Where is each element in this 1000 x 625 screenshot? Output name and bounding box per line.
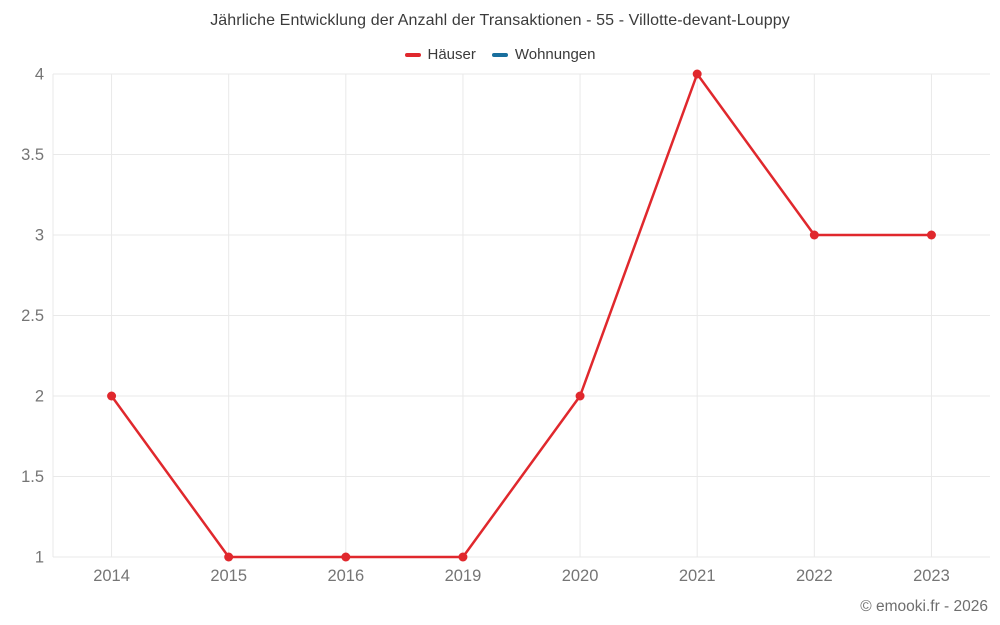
y-tick-label: 4 — [35, 66, 44, 84]
y-tick-label: 3.5 — [21, 146, 44, 164]
chart-legend: Häuser Wohnungen — [0, 46, 1000, 63]
legend-item-wohnungen[interactable]: Wohnungen — [491, 46, 596, 63]
data-point-hauser-2016[interactable] — [341, 552, 351, 562]
copyright-text: © emooki.fr - 2026 — [860, 598, 988, 615]
legend-label: Häuser — [427, 46, 476, 63]
data-point-hauser-2019[interactable] — [458, 552, 468, 562]
legend-swatch-wohnungen — [491, 52, 508, 57]
x-tick-label: 2019 — [445, 567, 482, 585]
data-point-hauser-2023[interactable] — [926, 230, 936, 240]
y-tick-label: 1 — [35, 549, 44, 567]
legend-label: Wohnungen — [514, 46, 596, 63]
data-point-hauser-2015[interactable] — [224, 552, 234, 562]
x-tick-label: 2020 — [562, 567, 599, 585]
y-tick-label: 3 — [35, 227, 44, 245]
y-tick-label: 1.5 — [21, 468, 44, 486]
data-point-hauser-2021[interactable] — [692, 69, 702, 79]
data-point-hauser-2014[interactable] — [107, 391, 117, 401]
chart-title: Jährliche Entwicklung der Anzahl der Tra… — [210, 12, 790, 29]
x-tick-label: 2015 — [210, 567, 247, 585]
legend-item-hauser[interactable]: Häuser — [404, 46, 476, 63]
series-line-hauser — [110, 72, 933, 559]
x-tick-label: 2022 — [796, 567, 833, 585]
x-tick-label: 2021 — [679, 567, 716, 585]
y-tick-label: 2.5 — [21, 307, 44, 325]
data-point-hauser-2020[interactable] — [575, 391, 585, 401]
legend-swatch-hauser — [404, 52, 421, 57]
y-tick-label: 2 — [35, 388, 44, 406]
x-tick-label: 2014 — [93, 567, 130, 585]
x-tick-label: 2016 — [327, 567, 364, 585]
x-tick-label: 2023 — [913, 567, 950, 585]
data-point-hauser-2022[interactable] — [809, 230, 819, 240]
